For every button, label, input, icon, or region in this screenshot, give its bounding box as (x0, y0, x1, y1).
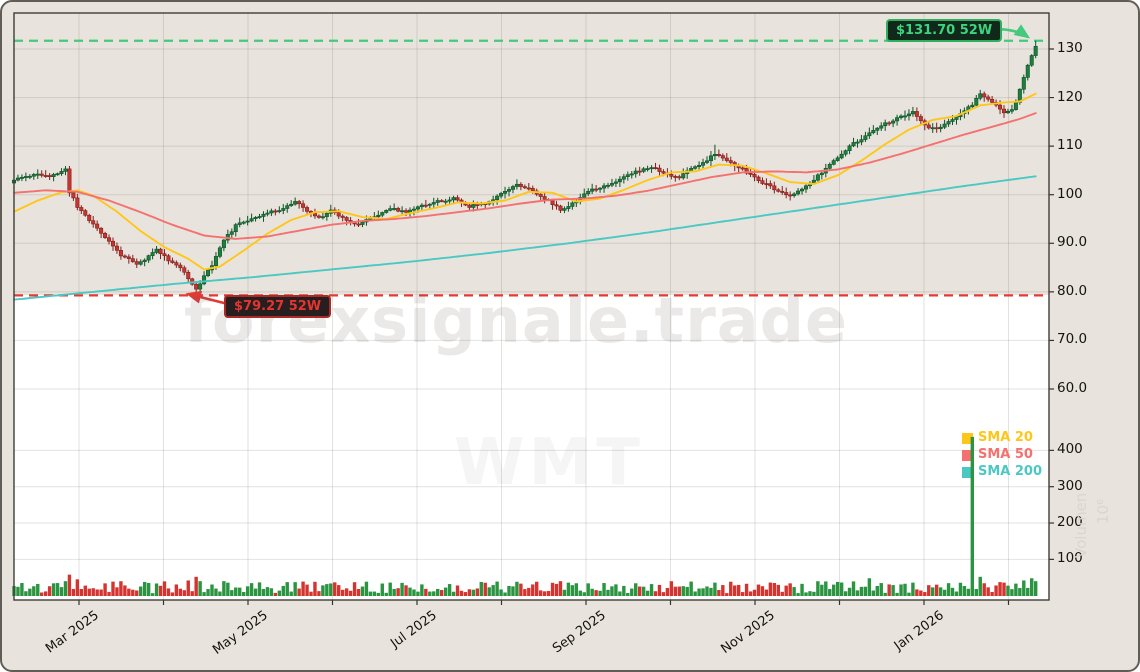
plot-lower-background (14, 295, 1049, 600)
